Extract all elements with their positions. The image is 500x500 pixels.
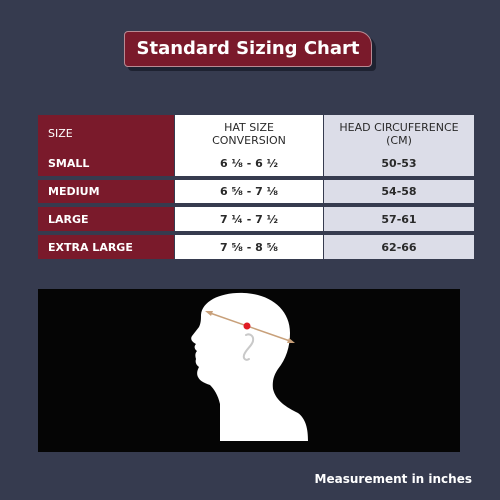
page-title: Standard Sizing Chart: [124, 31, 372, 67]
head-measurement-icon: [191, 292, 308, 441]
row-hat-size: 6 ⅝ - 7 ⅛: [174, 177, 324, 208]
row-head-circ: 50-53: [323, 152, 474, 180]
row-size-label: LARGE: [38, 205, 175, 236]
title-banner: Standard Sizing Chart: [124, 31, 376, 71]
row-hat-size: 7 ¼ - 7 ½: [174, 205, 324, 236]
table-row: LARGE 7 ¼ - 7 ½ 57-61: [38, 205, 474, 236]
row-head-circ: 57-61: [323, 205, 474, 236]
row-size-label: SMALL: [38, 152, 175, 180]
row-head-circ: 62-66: [323, 233, 474, 259]
header-hat-size: HAT SIZE CONVERSION: [174, 115, 324, 152]
header-head-circ-line1: HEAD CIRCUFERENCE: [339, 120, 459, 134]
header-hat-size-line1: HAT SIZE: [224, 120, 274, 134]
header-head-circumference: HEAD CIRCUFERENCE (CM): [323, 115, 474, 152]
table-row: EXTRA LARGE 7 ⅝ - 8 ⅝ 62-66: [38, 233, 474, 259]
table-row: SMALL 6 ⅛ - 6 ½ 50-53: [38, 152, 474, 180]
header-head-circ-line2: (CM): [386, 133, 412, 147]
row-size-label: MEDIUM: [38, 177, 175, 208]
table-header-row: SIZE HAT SIZE CONVERSION HEAD CIRCUFEREN…: [38, 115, 474, 152]
row-size-label: EXTRA LARGE: [38, 233, 175, 259]
row-hat-size: 6 ⅛ - 6 ½: [174, 152, 324, 180]
ear-icon: [242, 333, 255, 361]
header-hat-size-line2: CONVERSION: [212, 133, 286, 147]
sizing-table: SIZE HAT SIZE CONVERSION HEAD CIRCUFEREN…: [38, 115, 474, 259]
footnote: Measurement in inches: [314, 472, 472, 486]
table-row: MEDIUM 6 ⅝ - 7 ⅛ 54-58: [38, 177, 474, 208]
tape-arrow-left: [205, 311, 213, 316]
tape-arrow-right: [287, 338, 295, 343]
header-size: SIZE: [38, 115, 175, 152]
row-hat-size: 7 ⅝ - 8 ⅝: [174, 233, 324, 259]
head-silhouette: [191, 292, 308, 441]
illustration-panel: [38, 289, 460, 452]
measurement-marker: [243, 322, 251, 330]
row-head-circ: 54-58: [323, 177, 474, 208]
